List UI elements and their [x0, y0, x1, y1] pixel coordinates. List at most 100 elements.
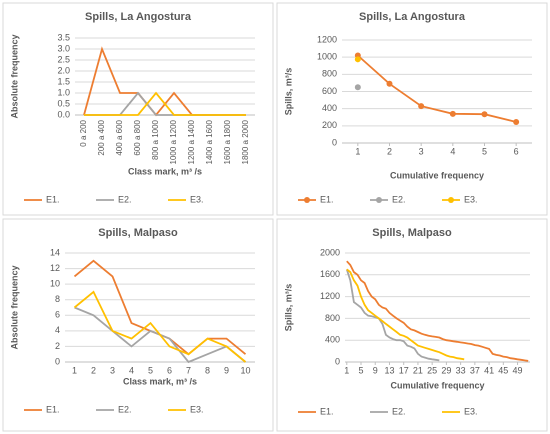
- y-axis-label: Absolute frequency: [9, 265, 19, 349]
- y-tick-label: 1200: [320, 291, 340, 301]
- x-tick-label: 5: [359, 365, 364, 375]
- series-line: [346, 260, 529, 362]
- legend-label: E2.: [118, 404, 132, 414]
- y-tick-label: 1.0: [57, 87, 70, 97]
- chart-title: Spills, Malpaso: [98, 227, 178, 239]
- y-tick-label: 0: [335, 356, 340, 366]
- y-tick-label: 12: [50, 263, 60, 273]
- series-line: [346, 268, 465, 361]
- x-tick-label: 200 a 400: [97, 119, 106, 155]
- x-tick-label: 29: [441, 365, 451, 375]
- x-tick-label: 41: [484, 365, 494, 375]
- marker: [513, 118, 520, 125]
- y-tick-label: 800: [325, 313, 340, 323]
- x-tick-label: 4: [129, 365, 134, 375]
- x-tick-label: 1: [344, 365, 349, 375]
- marker: [386, 80, 393, 87]
- x-tick-label: 1200 a 1400: [187, 119, 196, 164]
- y-tick-label: 1200: [317, 34, 337, 44]
- y-tick-label: 800: [322, 69, 337, 79]
- x-tick-label: 2: [387, 146, 392, 156]
- y-tick-label: 6: [55, 310, 60, 320]
- x-tick-label: 2: [91, 365, 96, 375]
- x-tick-label: 400 a 600: [115, 119, 124, 155]
- legend-marker: [376, 197, 382, 203]
- x-axis-label: Class mark, m³ /s: [123, 376, 197, 386]
- x-tick-label: 1: [72, 365, 77, 375]
- x-tick-label: 6: [167, 365, 172, 375]
- series-line: [73, 290, 247, 363]
- legend-label: E2.: [392, 194, 406, 204]
- chart-title: Spills, La Angostura: [85, 11, 192, 23]
- y-tick-label: 8: [55, 294, 60, 304]
- x-axis-label: Cumulative frequency: [390, 380, 484, 390]
- x-tick-label: 3: [419, 146, 424, 156]
- x-tick-label: 37: [470, 365, 480, 375]
- x-tick-label: 33: [456, 365, 466, 375]
- legend-label: E3.: [464, 406, 478, 416]
- legend-label: E3.: [190, 404, 204, 414]
- x-tick-label: 5: [482, 146, 487, 156]
- marker: [354, 84, 361, 91]
- x-tick-label: 10: [240, 365, 250, 375]
- series-line: [345, 269, 440, 362]
- x-axis-label: Cumulative frequency: [390, 170, 484, 180]
- x-tick-label: 1600 a 1800: [223, 119, 232, 164]
- y-tick-label: 2000: [320, 247, 340, 257]
- x-tick-label: 6: [514, 146, 519, 156]
- x-tick-label: 0 a 200: [79, 119, 88, 146]
- y-tick-label: 1000: [317, 52, 337, 62]
- x-tick-label: 4: [450, 146, 455, 156]
- x-tick-label: 3: [110, 365, 115, 375]
- y-tick-label: 2.5: [57, 54, 70, 64]
- legend-label: E2.: [118, 194, 132, 204]
- y-axis-label: Spills, m³/s: [283, 284, 293, 332]
- x-tick-label: 21: [413, 365, 423, 375]
- y-tick-label: 400: [322, 103, 337, 113]
- marker: [354, 56, 361, 63]
- x-tick-label: 13: [384, 365, 394, 375]
- series-line: [84, 91, 246, 116]
- y-tick-label: 14: [50, 247, 60, 257]
- x-tick-label: 17: [399, 365, 409, 375]
- legend-label: E2.: [392, 406, 406, 416]
- y-tick-label: 2: [55, 341, 60, 351]
- y-axis-label: Absolute frequency: [9, 34, 19, 118]
- legend-label: E3.: [190, 194, 204, 204]
- marker: [418, 103, 425, 110]
- y-tick-label: 0: [332, 137, 337, 147]
- y-tick-label: 0: [55, 356, 60, 366]
- y-tick-label: 400: [325, 335, 340, 345]
- x-axis-label: Class mark, m³ /s: [128, 166, 202, 176]
- x-tick-label: 8: [205, 365, 210, 375]
- y-tick-label: 600: [322, 86, 337, 96]
- legend-label: E1.: [46, 404, 60, 414]
- marker: [449, 110, 456, 117]
- y-tick-label: 3.0: [57, 43, 70, 53]
- legend-marker: [304, 197, 310, 203]
- x-tick-label: 9: [373, 365, 378, 375]
- legend-label: E1.: [46, 194, 60, 204]
- y-tick-label: 0.0: [57, 109, 70, 119]
- marker: [481, 111, 488, 118]
- x-tick-label: 9: [224, 365, 229, 375]
- x-tick-label: 1800 a 2000: [241, 119, 250, 164]
- x-tick-label: 1400 a 1600: [205, 119, 214, 164]
- x-tick-label: 5: [148, 365, 153, 375]
- y-tick-label: 10: [50, 279, 60, 289]
- y-tick-label: 1600: [320, 269, 340, 279]
- panel: [2, 2, 274, 216]
- legend-label: E3.: [464, 194, 478, 204]
- panel: [276, 218, 548, 432]
- x-tick-label: 600 a 800: [133, 119, 142, 155]
- legend-marker: [448, 197, 454, 203]
- x-tick-label: 49: [513, 365, 523, 375]
- y-axis-label: Spills, m³/s: [283, 68, 293, 116]
- x-tick-label: 1000 a 1200: [169, 119, 178, 164]
- x-tick-label: 800 a 1000: [151, 119, 160, 160]
- y-tick-label: 0.5: [57, 98, 70, 108]
- y-tick-label: 3.5: [57, 32, 70, 42]
- x-tick-label: 25: [427, 365, 437, 375]
- x-tick-label: 7: [186, 365, 191, 375]
